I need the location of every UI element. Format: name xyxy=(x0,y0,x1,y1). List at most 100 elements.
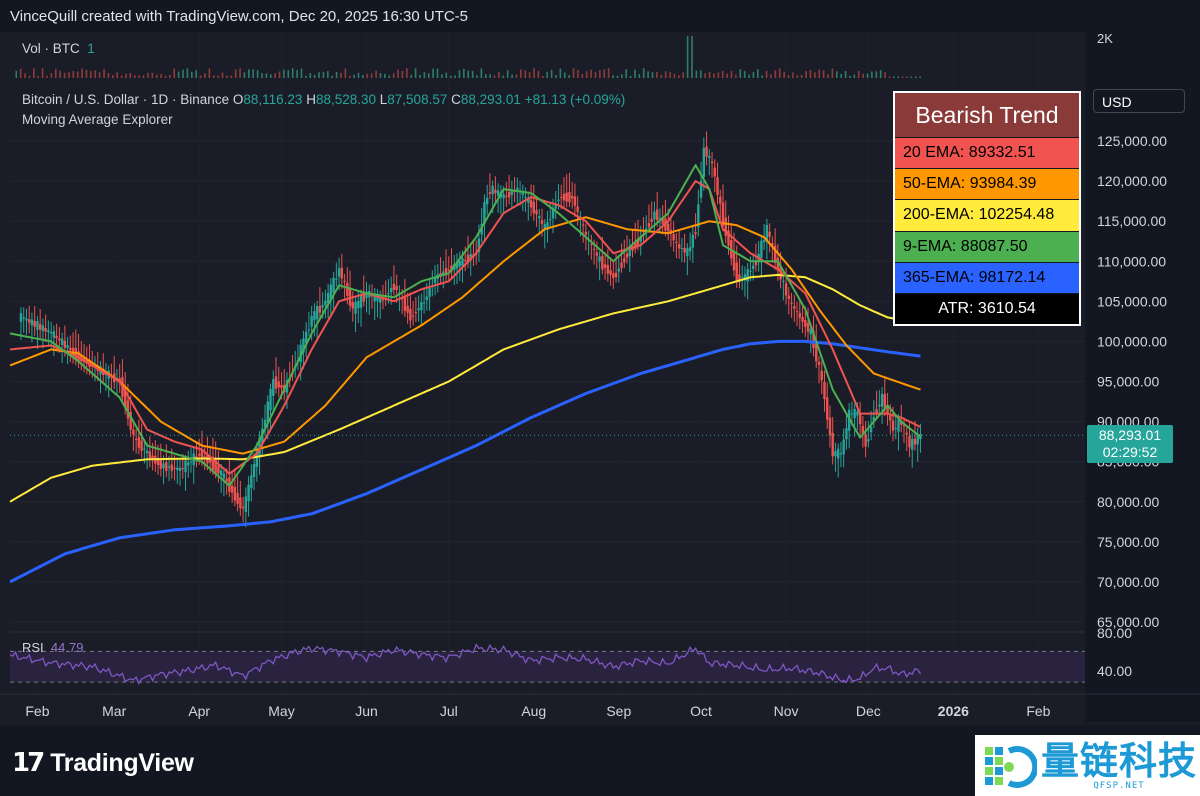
candle-body xyxy=(337,268,341,277)
volume-bar xyxy=(528,72,531,78)
candle-body xyxy=(826,397,829,420)
volume-bar xyxy=(708,71,711,78)
candle-body xyxy=(165,462,168,471)
price-axis xyxy=(1085,32,1200,722)
volume-bar xyxy=(783,71,785,78)
candle-body xyxy=(535,210,538,215)
candle-body xyxy=(609,270,612,275)
volume-bar xyxy=(344,68,347,78)
candle-body xyxy=(702,147,706,177)
open-label: O xyxy=(232,92,244,107)
candle-body xyxy=(658,217,662,219)
candle-body xyxy=(540,220,544,224)
high-value: 88,528.30 xyxy=(315,92,376,107)
candle-body xyxy=(612,273,615,278)
volume-bar xyxy=(278,71,281,78)
volume-bar xyxy=(116,72,119,78)
volume-bar xyxy=(287,70,290,78)
trend-title: Bearish Trend xyxy=(895,93,1079,137)
volume-bar xyxy=(147,72,149,78)
candle-body xyxy=(381,299,385,301)
candle-body xyxy=(44,328,47,332)
chart-header: VinceQuill created with TradingView.com,… xyxy=(0,0,1200,33)
candle-body xyxy=(198,453,201,456)
chart[interactable]: 65,000.0070,000.0075,000.0080,000.0085,0… xyxy=(0,32,1200,732)
candle-body xyxy=(417,308,420,311)
candle-body xyxy=(828,417,832,436)
volume-bar xyxy=(800,75,803,78)
candle-body xyxy=(625,253,629,258)
volume-bar xyxy=(563,72,566,78)
volume-bar xyxy=(300,68,303,78)
candle-body xyxy=(313,311,316,321)
candle-body xyxy=(795,311,799,313)
currency-button[interactable]: USD xyxy=(1093,89,1185,113)
candle-body xyxy=(727,230,730,246)
candle-body xyxy=(705,146,708,157)
volume-bar xyxy=(19,68,22,78)
candle-body xyxy=(869,427,873,433)
volume-bar xyxy=(204,73,206,78)
candle-body xyxy=(908,435,911,448)
candle-body xyxy=(41,325,45,332)
candle-body xyxy=(916,433,919,445)
open-value: 88,116.23 xyxy=(243,92,303,107)
candle-body xyxy=(568,192,571,203)
low-label: L xyxy=(379,92,388,107)
candle-body xyxy=(346,282,349,296)
candle-body xyxy=(458,260,461,267)
x-tick-label: Apr xyxy=(188,703,210,719)
symbol-name[interactable]: Bitcoin / U.S. Dollar · 1D · Binance xyxy=(22,92,230,107)
candle-body xyxy=(677,244,681,249)
volume-bar xyxy=(274,73,276,78)
volume-bar xyxy=(384,73,386,78)
candle-body xyxy=(768,231,771,237)
candle-body xyxy=(601,256,604,270)
candle-body xyxy=(850,413,854,415)
candle-body xyxy=(732,250,736,271)
candle-body xyxy=(189,461,193,463)
candle-body xyxy=(804,320,807,327)
candle-body xyxy=(477,238,481,252)
candle-body xyxy=(33,321,36,327)
candle-body xyxy=(22,317,25,319)
volume-bar xyxy=(577,69,579,78)
candle-body xyxy=(159,460,163,469)
qr-dots-icon xyxy=(979,741,1039,791)
candle-body xyxy=(420,302,423,311)
indicator-name[interactable]: Moving Average Explorer xyxy=(22,112,173,127)
candle-body xyxy=(565,192,568,202)
candle-body xyxy=(406,305,409,313)
candle-body xyxy=(63,340,67,348)
candle-body xyxy=(225,478,228,482)
volume-bar xyxy=(713,73,715,78)
candle-body xyxy=(211,456,215,470)
volume-bar xyxy=(103,69,105,78)
candle-body xyxy=(620,262,623,268)
candle-body xyxy=(444,267,448,276)
volume-bar xyxy=(620,74,623,78)
volume-bar xyxy=(721,71,724,78)
volume-bar xyxy=(857,70,860,78)
candle-body xyxy=(304,331,308,344)
volume-bar xyxy=(41,68,44,78)
volume-bar xyxy=(682,72,685,78)
volume-bar xyxy=(625,69,627,78)
volume-bar xyxy=(893,76,895,78)
candle-body xyxy=(422,302,426,304)
candle-body xyxy=(266,401,269,422)
candle-body xyxy=(688,247,692,252)
volume-bar xyxy=(493,75,496,78)
rsi-legend: RSI 44.79 xyxy=(22,640,83,655)
candle-body xyxy=(741,276,744,278)
volume-bar xyxy=(138,75,140,78)
candle-body xyxy=(697,204,700,228)
x-tick-label: Mar xyxy=(102,703,126,719)
volume-bar xyxy=(357,72,360,78)
candle-body xyxy=(357,300,360,309)
candle-body xyxy=(661,218,664,224)
change-value: +81.13 (+0.09%) xyxy=(524,92,626,107)
tradingview-logo[interactable]: 17 TradingView xyxy=(12,748,194,778)
candle-body xyxy=(60,338,64,345)
y-tick-label: 70,000.00 xyxy=(1097,574,1159,590)
